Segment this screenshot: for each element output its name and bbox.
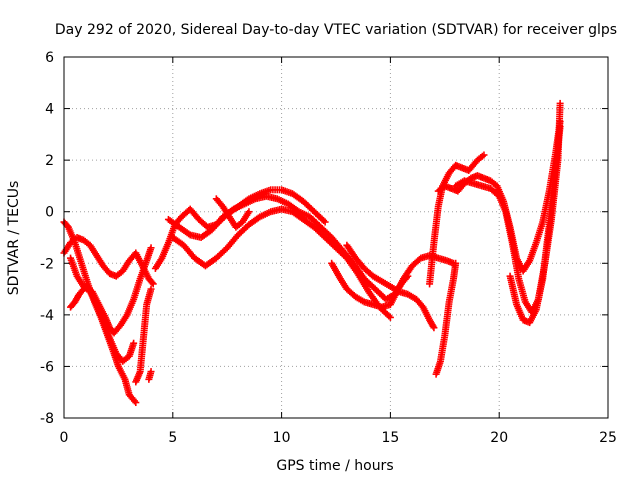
data-point bbox=[245, 208, 253, 216]
data-point bbox=[556, 99, 564, 107]
x-tick-label: 5 bbox=[168, 430, 177, 446]
data-point bbox=[149, 280, 157, 288]
y-tick-label: 2 bbox=[45, 153, 54, 169]
data-point bbox=[132, 399, 140, 407]
grid-lines bbox=[64, 57, 608, 418]
y-tick-label: -6 bbox=[40, 359, 54, 375]
data-point bbox=[480, 151, 488, 159]
data-point bbox=[556, 123, 564, 131]
y-tick-label: -2 bbox=[40, 256, 54, 272]
x-tick-label: 0 bbox=[60, 430, 69, 446]
y-tick-label: 0 bbox=[45, 205, 54, 221]
data-point bbox=[147, 368, 155, 376]
data-point bbox=[148, 279, 156, 287]
x-axis-label: GPS time / hours bbox=[276, 458, 393, 474]
y-tick-label: 4 bbox=[45, 102, 54, 118]
x-tick-label: 15 bbox=[381, 430, 399, 446]
data-points bbox=[60, 99, 564, 407]
data-point bbox=[130, 339, 138, 347]
data-point bbox=[147, 285, 155, 293]
y-axis-ticks: -8 -6 -4 -2 0 2 4 6 bbox=[40, 50, 608, 427]
x-tick-label: 10 bbox=[273, 430, 291, 446]
y-tick-label: -4 bbox=[40, 308, 54, 324]
chart-title: Day 292 of 2020, Sidereal Day-to-day VTE… bbox=[55, 22, 617, 38]
data-point bbox=[386, 313, 394, 321]
data-point bbox=[147, 244, 155, 252]
x-tick-label: 25 bbox=[599, 430, 617, 446]
data-point bbox=[321, 218, 329, 226]
data-point bbox=[430, 324, 438, 332]
data-point bbox=[452, 259, 460, 267]
x-tick-label: 20 bbox=[490, 430, 508, 446]
y-tick-label: 6 bbox=[45, 50, 54, 66]
plot-frame bbox=[63, 56, 609, 419]
y-tick-label: -8 bbox=[40, 411, 54, 427]
y-axis-label: SDTVAR / TECUs bbox=[6, 181, 22, 296]
